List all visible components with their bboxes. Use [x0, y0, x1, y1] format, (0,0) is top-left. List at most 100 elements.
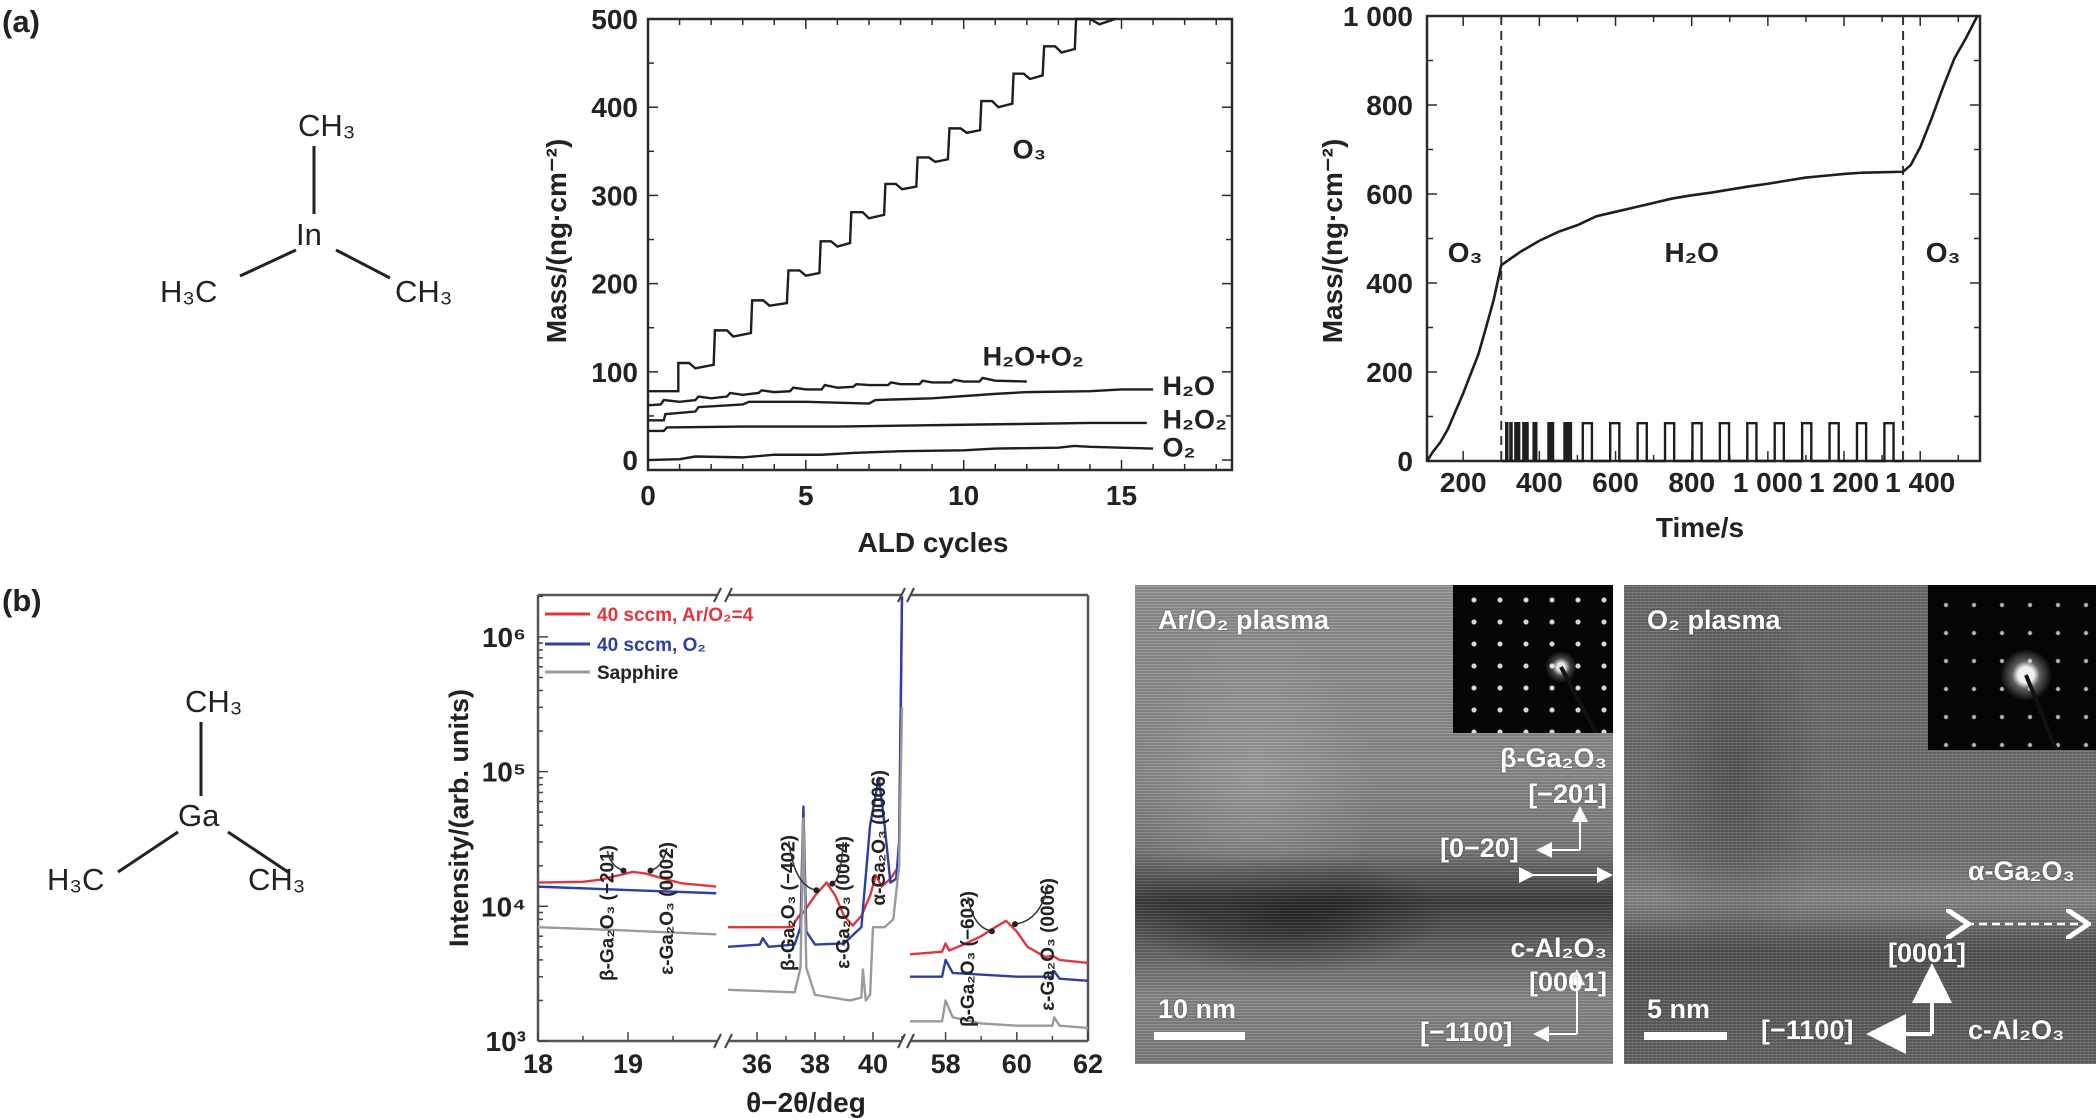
- y-tick-label: 10⁶: [482, 622, 526, 653]
- series-label: H₂O: [1163, 371, 1216, 401]
- y-tick-label: 10³: [486, 1026, 526, 1057]
- phase-label: O₃: [1448, 237, 1483, 268]
- series-label: H₂O₂: [1163, 404, 1228, 434]
- x-tick-label: 36: [742, 1049, 772, 1079]
- axis-break-mark: [906, 587, 915, 603]
- legend-label: 40 sccm, O₂: [597, 635, 706, 656]
- scale-bar-label: 10 nm: [1158, 994, 1237, 1024]
- scale-bar-label: 5 nm: [1647, 994, 1711, 1024]
- x-tick-label: 58: [931, 1049, 961, 1079]
- y-tick-label: 400: [591, 92, 638, 123]
- x-tick-label: 18: [523, 1049, 553, 1079]
- y-axis-label: Mass/(ng·cm⁻²): [1317, 139, 1348, 344]
- x-tick-label: 15: [1106, 480, 1137, 511]
- peak-annotation-label: ε-Ga₂O₃ (0004): [833, 836, 854, 969]
- x-tick-label: 800: [1668, 467, 1715, 498]
- x-axis-label: ALD cycles: [858, 527, 1009, 558]
- tem-title: O₂ plasma: [1647, 605, 1781, 635]
- y-tick-label: 0: [1397, 446, 1413, 477]
- chart-mass-vs-time: 200 400 600 800 1 000 1 200 1 4000200400600800…: [1317, 1, 1982, 543]
- xrd-series-line: [538, 925, 717, 936]
- annotation-arrow: [787, 840, 817, 891]
- mass-curve: [1425, 15, 1979, 462]
- precursor-pulse-train: [1501, 421, 1904, 463]
- x-tick-label: 60: [1002, 1049, 1032, 1079]
- annotation-arrowhead: [829, 880, 836, 887]
- inplane-direction-label: [0−20]: [1440, 833, 1519, 863]
- x-tick-label: 38: [800, 1049, 830, 1079]
- chart-xrd: 10³ 10⁴ 10⁵ 10⁶ 18 19 36 38 40 58 60 62 θ−2θ/deg Inte…: [444, 587, 1103, 1118]
- y-tick-label: 100: [591, 357, 638, 388]
- bond-in-right: [335, 248, 391, 280]
- chart-mass-vs-ald-cycles: 0 5 10 15 0 100 200 300 400 500 ALD cycles Mass/(ng…: [541, 4, 1234, 558]
- atom-left-methyl: H₃C: [160, 274, 218, 309]
- y-tick-label: 200: [1366, 357, 1413, 388]
- tem-image-o2-plasma: O₂ plasma α-Ga₂O₃ [0001] [−1100] c-Al₂O₃…: [1624, 585, 2096, 1064]
- y-tick-label: 10⁵: [482, 757, 526, 788]
- peak-annotation-label: α-Ga₂O₃ (0006): [869, 770, 890, 906]
- tem-title: Ar/O₂ plasma: [1158, 605, 1330, 635]
- panel-label-b: (b): [2, 583, 42, 618]
- y-axis-label: Mass/(ng·cm⁻²): [541, 139, 572, 344]
- trimethylgallium-bonds: [117, 722, 289, 874]
- peak-annotation-label: β-Ga₂O₃ (−603): [958, 891, 979, 1027]
- peak-annotation-label: β-Ga₂O₃ (−402): [779, 835, 800, 971]
- annotation-arrow: [1014, 883, 1049, 925]
- x-tick-label: 10: [948, 480, 979, 511]
- scale-bar: [1154, 1032, 1245, 1040]
- xrd-series-group: [538, 596, 1088, 1030]
- x-tick-label: 5: [798, 480, 814, 511]
- atom-left-methyl: H₃C: [47, 862, 105, 897]
- tem-arrows: [1866, 585, 2096, 1054]
- x-tick-label: 19: [613, 1049, 643, 1079]
- bond-ga-left: [117, 830, 179, 874]
- substrate-inplane-label: [−1100]: [1420, 1017, 1513, 1047]
- substrate-inplane-label: [−1100]: [1761, 1015, 1854, 1045]
- atom-top-methyl: CH₃: [298, 108, 356, 143]
- legend-label: Sapphire: [597, 663, 678, 684]
- series-label: O₃: [1013, 134, 1047, 164]
- substrate-label: c-Al₂O₃: [1968, 1015, 2065, 1045]
- axis-break-mark: [906, 1033, 915, 1049]
- x-tick-label: 1 400: [1885, 467, 1955, 498]
- x-tick-label: 1 200: [1809, 467, 1879, 498]
- bond-ga-right: [227, 830, 289, 874]
- y-axis-label: Intensity/(arb. units): [444, 689, 474, 947]
- series-label: O₂: [1163, 433, 1196, 463]
- axis-break-mark: [897, 587, 906, 603]
- x-axis-label: Time/s: [1656, 512, 1744, 543]
- series-line: [647, 444, 1154, 462]
- series-line: [647, 376, 1027, 407]
- y-tick-label: 600: [1366, 179, 1413, 210]
- y-tick-label: 10⁴: [481, 891, 526, 922]
- annotation-arrowhead: [1012, 921, 1019, 928]
- y-tick-label: 800: [1366, 90, 1413, 121]
- axis-break-mark: [724, 587, 733, 603]
- x-tick-label: 1 000: [1733, 467, 1803, 498]
- phase-label: H₂O: [1664, 237, 1718, 268]
- xrd-series-line: [910, 999, 1088, 1030]
- substrate-direction-label: [0001]: [1528, 967, 1607, 997]
- substrate-label: c-Al₂O₃: [1510, 933, 1608, 963]
- peak-annotation-label: ε-Ga₂O₃ (0006): [1038, 878, 1059, 1011]
- saed-pattern-inset: [1453, 585, 1613, 733]
- y-tick-label: 300: [591, 180, 638, 211]
- film-phase-label: α-Ga₂O₃: [1967, 856, 2075, 886]
- annotation-arrowhead: [647, 867, 654, 874]
- peak-annotation-label: ε-Ga₂O₃ (0002): [657, 842, 678, 975]
- atom-right-methyl: CH₃: [248, 862, 306, 897]
- xrd-series-line: [538, 870, 717, 888]
- xrd-series-line: [910, 958, 1088, 982]
- atom-center: Ga: [178, 798, 220, 833]
- atom-top-methyl: CH₃: [185, 684, 243, 719]
- legend: 40 sccm, Ar/O₂=4 40 sccm, O₂ Sapphire: [545, 605, 754, 684]
- annotation-arrowhead: [813, 887, 820, 894]
- series-line: [648, 388, 1154, 422]
- xrd-series-line: [727, 596, 904, 949]
- xrd-series-line: [727, 707, 904, 1002]
- x-tick-label: 200: [1440, 467, 1487, 498]
- series-line: [648, 421, 1147, 433]
- axis-break-mark: [713, 587, 722, 603]
- panel-label-a: (a): [2, 4, 40, 39]
